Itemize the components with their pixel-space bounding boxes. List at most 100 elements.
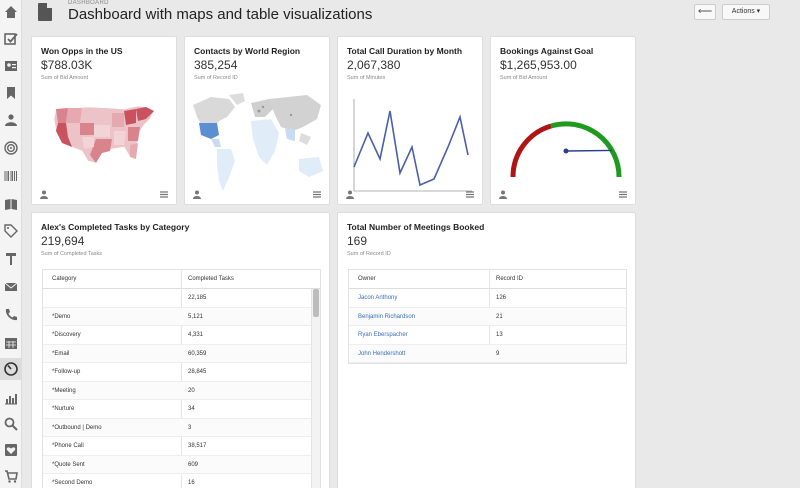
list-view-icon[interactable]: [619, 191, 627, 198]
table-row[interactable]: 22,185: [43, 289, 320, 308]
bookings-gauge[interactable]: [503, 89, 627, 189]
call-duration-card: Total Call Duration by Month 2,067,380 S…: [337, 36, 483, 205]
card-subtitle: Sum of Bid Amount: [500, 75, 548, 81]
breadcrumb[interactable]: DASHBOARD: [68, 0, 109, 6]
table-row[interactable]: *Outbound | Demo 3: [43, 418, 320, 437]
card-value: 219,694: [41, 234, 85, 248]
call-duration-series-line: [353, 110, 469, 187]
card-title: Total Number of Meetings Booked: [347, 222, 485, 232]
value-cell: 5,121: [188, 313, 204, 320]
us-choropleth-map[interactable]: [50, 101, 162, 169]
card-title: Contacts by World Region: [194, 46, 301, 56]
left-nav-rail: [0, 0, 22, 488]
back-button[interactable]: ⟵: [694, 4, 716, 20]
card-subtitle: Sum of Bid Amount: [41, 75, 89, 81]
table-row[interactable]: *Meeting 20: [43, 381, 320, 400]
search-icon[interactable]: [3, 416, 19, 432]
table-row[interactable]: *Demo 5,121: [43, 307, 320, 326]
value-cell: 4,331: [188, 332, 204, 338]
actions-dropdown-button[interactable]: Actions ▾: [722, 4, 770, 20]
tasks-category-card: Alex's Completed Tasks by Category 219,6…: [31, 212, 330, 488]
value-cell: 22,185: [188, 295, 207, 301]
category-cell: *Follow-up: [52, 369, 81, 375]
phone-icon[interactable]: [3, 307, 19, 323]
scrollbar-thumb[interactable]: [313, 289, 319, 317]
table-row[interactable]: *Discovery 4,331: [43, 326, 320, 345]
list-view-icon[interactable]: [313, 191, 321, 198]
book-icon[interactable]: [3, 196, 19, 212]
table-row[interactable]: Jacon Anthony 126: [349, 289, 626, 308]
card-title: Won Opps in the US: [41, 46, 123, 56]
table-row[interactable]: *Follow-up 28,845: [43, 363, 320, 382]
world-choropleth-map[interactable]: [189, 87, 327, 203]
table-row[interactable]: *Phone Call 38,517: [43, 437, 320, 456]
column-header-record-id[interactable]: Record ID: [496, 276, 524, 282]
category-cell: *Discovery: [52, 332, 81, 338]
calendar-icon[interactable]: [3, 335, 19, 351]
owner-user-icon[interactable]: [346, 190, 354, 199]
card-title: Total Call Duration by Month: [347, 46, 463, 56]
card-subtitle: Sum of Completed Tasks: [41, 251, 103, 257]
category-cell: *Demo: [52, 313, 71, 320]
list-view-icon[interactable]: [160, 191, 168, 198]
owner-link[interactable]: Ryan Eberspacher: [358, 332, 408, 338]
column-header-category[interactable]: Category: [52, 276, 77, 282]
owner-user-icon[interactable]: [193, 190, 201, 199]
table-scrollbar[interactable]: [311, 289, 320, 488]
table-row[interactable]: *Quote Sent 609: [43, 455, 320, 474]
table-row[interactable]: John Hendershott 9: [349, 344, 626, 363]
card-footer: [338, 186, 482, 204]
category-cell: *Outbound | Demo: [52, 424, 102, 431]
category-cell: *Quote Sent: [52, 461, 85, 468]
card-subtitle: Sum of Minutes: [347, 75, 386, 81]
table-row[interactable]: *Email 60,359: [43, 344, 320, 363]
card-title: Alex's Completed Tasks by Category: [41, 222, 190, 232]
checkbox-icon[interactable]: [3, 31, 19, 47]
meetings-table: Owner Record ID Jacon Anthony 126 Benjamin…: [348, 269, 627, 364]
heart-icon[interactable]: [3, 442, 19, 458]
owner-link[interactable]: John Hendershott: [358, 350, 406, 357]
owner-user-icon[interactable]: [40, 190, 48, 199]
card-value: 385,254: [194, 58, 238, 72]
users-icon[interactable]: [3, 112, 19, 128]
value-cell: 20: [188, 387, 195, 394]
list-view-icon[interactable]: [466, 191, 474, 198]
page-title: Dashboard with maps and table visualizat…: [68, 6, 373, 23]
home-icon[interactable]: [3, 4, 19, 20]
column-header-completed-tasks[interactable]: Completed Tasks: [188, 276, 234, 282]
card-value: 2,067,380: [347, 58, 401, 72]
value-cell: 16: [188, 480, 195, 486]
cart-icon[interactable]: [3, 468, 19, 484]
call-duration-line-chart[interactable]: [350, 97, 474, 197]
gauge-pivot: [563, 148, 569, 154]
table-row[interactable]: *Nurture 34: [43, 400, 320, 419]
column-header-owner[interactable]: Owner: [358, 276, 376, 282]
bookmark-icon[interactable]: [3, 85, 19, 101]
table-row[interactable]: Benjamin Richardson 21: [349, 307, 626, 326]
value-cell: 609: [188, 461, 199, 468]
category-cell: *Email: [52, 350, 70, 357]
mail-icon[interactable]: [3, 279, 19, 295]
value-cell: 34: [188, 406, 195, 412]
value-cell: 9: [496, 350, 500, 357]
tag-icon[interactable]: [3, 223, 19, 239]
category-cell: *Meeting: [52, 387, 76, 394]
owner-link[interactable]: Benjamin Richardson: [358, 313, 416, 320]
contact-card-icon[interactable]: [3, 58, 19, 74]
value-cell: 60,359: [188, 350, 207, 357]
hammer-icon[interactable]: [3, 251, 19, 267]
card-title: Bookings Against Goal: [500, 46, 594, 56]
value-cell: 21: [496, 313, 503, 320]
tasks-table: Category Completed Tasks 22,185 *Demo 5,12…: [42, 269, 321, 488]
bar-chart-icon[interactable]: [3, 390, 19, 406]
owner-user-icon[interactable]: [499, 190, 507, 199]
target-icon[interactable]: [3, 140, 19, 156]
owner-link[interactable]: Jacon Anthony: [358, 295, 398, 301]
table-row[interactable]: Ryan Eberspacher 13: [349, 326, 626, 345]
dashboard-gauge-icon[interactable]: [0, 358, 22, 380]
page-header: DASHBOARD Dashboard with maps and table …: [22, 0, 800, 32]
card-footer: [185, 186, 329, 204]
card-value: $788.03K: [41, 58, 93, 72]
barcode-icon[interactable]: [3, 168, 19, 184]
table-row[interactable]: *Second Demo 16: [43, 474, 320, 488]
